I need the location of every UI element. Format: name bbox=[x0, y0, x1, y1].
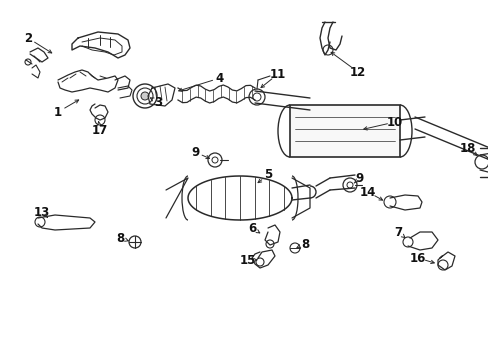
Text: 9: 9 bbox=[190, 145, 199, 158]
Text: 5: 5 bbox=[264, 168, 271, 181]
Text: 6: 6 bbox=[247, 221, 256, 234]
Text: 2: 2 bbox=[24, 31, 32, 45]
Text: 7: 7 bbox=[393, 225, 401, 238]
Text: 8: 8 bbox=[116, 231, 124, 244]
Text: 18: 18 bbox=[459, 141, 475, 154]
Text: 4: 4 bbox=[215, 72, 224, 85]
Text: 14: 14 bbox=[359, 185, 375, 198]
Text: 15: 15 bbox=[239, 253, 256, 266]
Text: 3: 3 bbox=[154, 95, 162, 108]
Text: 17: 17 bbox=[92, 123, 108, 136]
Text: 1: 1 bbox=[54, 105, 62, 118]
FancyBboxPatch shape bbox=[289, 105, 399, 157]
Text: 16: 16 bbox=[409, 252, 426, 265]
Text: 9: 9 bbox=[355, 171, 364, 184]
Text: 10: 10 bbox=[386, 116, 402, 129]
Circle shape bbox=[141, 92, 149, 100]
Text: 13: 13 bbox=[34, 206, 50, 219]
Text: 8: 8 bbox=[300, 238, 308, 251]
Text: 11: 11 bbox=[269, 68, 285, 81]
Text: 12: 12 bbox=[349, 66, 366, 78]
